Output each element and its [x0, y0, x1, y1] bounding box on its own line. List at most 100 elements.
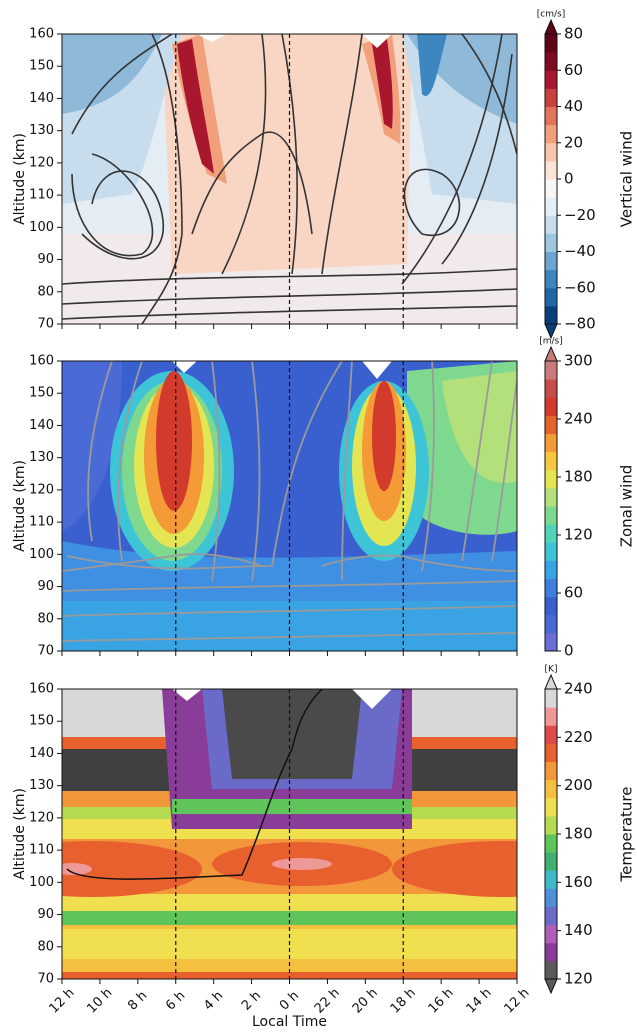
colorbar-tick-label: 60 [564, 584, 583, 602]
x-tick-label: 12 h [46, 985, 77, 1016]
colorbar-extend [544, 345, 558, 362]
colorbar-tick-label: 240 [564, 410, 593, 428]
x-tick-label: 6 h [163, 988, 188, 1013]
y-tick-label: 150 [29, 386, 54, 401]
colorbar-segment [545, 707, 557, 726]
colorbar-segment [545, 743, 557, 762]
colorbar-unit: [m/s] [539, 337, 563, 347]
colorbar-label: Temperature [618, 786, 636, 882]
colorbar-tick-label: 120 [564, 526, 593, 544]
y-tick-label: 120 [29, 482, 54, 497]
x-tick-label: 14 h [464, 985, 495, 1016]
colorbar-segment [545, 305, 557, 325]
colorbar-segment [545, 614, 557, 634]
streamlines [62, 361, 517, 642]
colorbar-segment [545, 689, 557, 708]
colorbar-tick-label: 180 [564, 825, 593, 843]
x-tick-label: 20 h [350, 985, 381, 1016]
colorbar-segment [545, 124, 557, 144]
x-tick-label: 0 h [277, 988, 302, 1013]
x-tick-label: 4 h [201, 988, 226, 1013]
colorbar-tick-label: 0 [564, 170, 574, 188]
colorbar-segment [545, 888, 557, 907]
colorbar-segment [545, 160, 557, 180]
x-tick-label: 2 h [239, 988, 264, 1013]
y-tick-label: 100 [29, 220, 54, 235]
y-tick-label: 150 [29, 714, 54, 729]
colorbar-tick-label: 220 [564, 728, 593, 746]
colorbar-tick-label: 140 [564, 921, 593, 939]
colorbar-segment [545, 269, 557, 289]
colorbar-segment [545, 251, 557, 271]
y-tick-label: 110 [29, 515, 54, 530]
colorbar-segment [545, 361, 557, 380]
colorbar-tick-label: −80 [564, 315, 596, 333]
colorbar-segment [545, 506, 557, 525]
colorbar-segment [545, 397, 557, 416]
colorbar-tick-label: −40 [564, 242, 596, 260]
colorbar-segment [545, 487, 557, 507]
x-tick-label: 12 h [501, 985, 532, 1016]
y-tick-label: 100 [29, 547, 54, 562]
y-tick-label: 120 [29, 155, 54, 170]
colorbar-segment [545, 578, 557, 598]
colorbar-segment [545, 924, 557, 944]
colorbar-segment [545, 142, 557, 162]
y-tick-label: 90 [37, 907, 54, 922]
colorbar-segment [545, 596, 557, 616]
colorbar-tick-label: 40 [564, 97, 583, 115]
y-tick-label: 70 [37, 972, 54, 987]
colorbar-segment [545, 870, 557, 889]
colorbar-tick-label: 60 [564, 61, 583, 79]
colorbar-label: Zonal wind [618, 465, 636, 548]
y-tick-label: 160 [29, 27, 54, 42]
colorbar-segment [545, 197, 557, 216]
colorbar-segment [545, 906, 557, 926]
colorbar-segment [545, 415, 557, 434]
colorbar-extend [544, 673, 558, 690]
colorbar-tick-label: 200 [564, 776, 593, 794]
colorbar-segment [545, 88, 557, 107]
y-tick-label: 130 [29, 450, 54, 465]
y-tick-label: 70 [37, 317, 54, 332]
colorbar-segment [545, 52, 557, 71]
x-tick-label: 16 h [426, 985, 457, 1016]
colorbar-segment [545, 834, 557, 853]
colorbar-segment [545, 379, 557, 398]
x-tick-label: 22 h [312, 985, 343, 1016]
y-tick-label: 110 [29, 843, 54, 858]
colorbar-tick-label: 0 [564, 642, 574, 660]
x-tick-label: 8 h [125, 988, 150, 1013]
y-tick-label: 120 [29, 810, 54, 825]
colorbar-segment [545, 215, 557, 234]
colorbar-segment [545, 942, 557, 962]
colorbar-segment [545, 233, 557, 252]
colorbar-segment [545, 560, 557, 579]
colorbar-segment [545, 451, 557, 471]
colorbar-unit: [K] [545, 665, 558, 675]
colorbar-segment [545, 433, 557, 453]
colorbar-tick-label: 240 [564, 680, 593, 698]
y-tick-label: 80 [37, 284, 54, 299]
y-tick-label: 90 [37, 252, 54, 267]
y-axis-label: Altitude (km) [12, 133, 28, 225]
y-tick-label: 70 [37, 644, 54, 659]
colorbar-extend [544, 18, 558, 35]
y-tick-label: 150 [29, 59, 54, 74]
colorbar-segment [545, 106, 557, 126]
colorbar-tick-label: 160 [564, 873, 593, 891]
x-tick-label: 18 h [388, 985, 419, 1016]
colorbar-extend [544, 978, 558, 995]
colorbar-label: Vertical wind [618, 131, 636, 227]
colorbar-segment [545, 725, 557, 744]
colorbar-segment [545, 287, 557, 307]
y-tick-label: 110 [29, 188, 54, 203]
y-tick-label: 140 [29, 418, 54, 433]
colorbar-segment [545, 761, 557, 781]
colorbar-segment [545, 524, 557, 543]
streamlines [62, 34, 517, 324]
colorbar-tick-label: 300 [564, 352, 593, 370]
colorbar-segment [545, 960, 557, 980]
y-tick-label: 140 [29, 746, 54, 761]
